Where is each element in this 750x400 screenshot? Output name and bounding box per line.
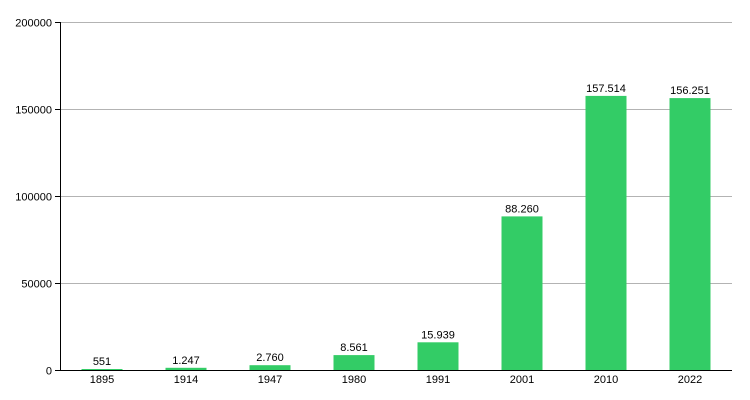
axes [55, 22, 732, 371]
x-tick-label-2001: 2001 [510, 374, 534, 386]
data-label-2001: 88.260 [505, 203, 539, 215]
bar-1947 [249, 365, 291, 370]
bar-2022 [669, 98, 711, 370]
x-tick-label-1947: 1947 [258, 374, 282, 386]
bar-1895 [81, 369, 123, 370]
bars [81, 95, 711, 371]
y-tick-label: 50000 [21, 279, 52, 291]
labels: 0 50000 100000 150000 200000 551 1895 1.247 1914… [15, 18, 710, 387]
y-tick-label: 100000 [15, 192, 52, 204]
data-label-2022: 156.251 [670, 85, 710, 97]
y-tick-label: 150000 [15, 105, 52, 117]
x-tick-label-2022: 2022 [678, 374, 702, 386]
x-tick-label-1914: 1914 [174, 374, 198, 386]
data-label-1991: 15.939 [421, 329, 455, 341]
data-label-1914: 1.247 [172, 355, 200, 367]
x-tick-label-2010: 2010 [594, 374, 618, 386]
bar-1991 [417, 342, 459, 370]
bar-1914 [165, 367, 207, 370]
x-tick-label-1991: 1991 [426, 374, 450, 386]
bar-2001 [501, 216, 543, 370]
y-tick-label: 0 [46, 366, 52, 378]
bar-2010 [585, 95, 627, 371]
data-label-1895: 551 [93, 356, 111, 368]
data-label-1947: 2.760 [256, 352, 284, 364]
x-tick-label-1895: 1895 [90, 374, 114, 386]
bar-1980 [333, 355, 375, 370]
y-tick-label: 200000 [15, 18, 52, 30]
data-label-2010: 157.514 [586, 83, 626, 95]
data-label-1980: 8.561 [340, 342, 368, 354]
gridlines [60, 22, 732, 284]
x-tick-label-1980: 1980 [342, 374, 366, 386]
